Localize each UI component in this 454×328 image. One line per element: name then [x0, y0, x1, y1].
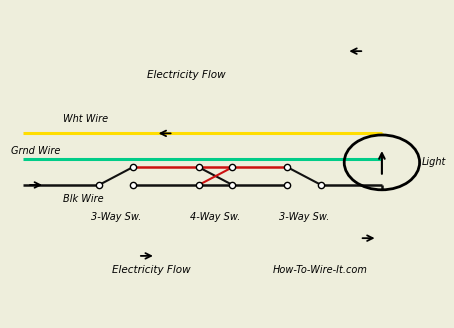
- Text: How-To-Wire-It.com: How-To-Wire-It.com: [272, 265, 367, 276]
- Text: Light: Light: [422, 157, 446, 167]
- Text: Grnd Wire: Grnd Wire: [11, 146, 60, 156]
- Text: 3-Way Sw.: 3-Way Sw.: [279, 212, 330, 222]
- Text: 4-Way Sw.: 4-Way Sw.: [190, 212, 241, 222]
- Text: Wht Wire: Wht Wire: [63, 114, 108, 124]
- Text: Electricity Flow: Electricity Flow: [148, 70, 226, 80]
- Text: Electricity Flow: Electricity Flow: [112, 265, 191, 276]
- Text: Blk Wire: Blk Wire: [63, 195, 103, 204]
- Text: 3-Way Sw.: 3-Way Sw.: [91, 212, 141, 222]
